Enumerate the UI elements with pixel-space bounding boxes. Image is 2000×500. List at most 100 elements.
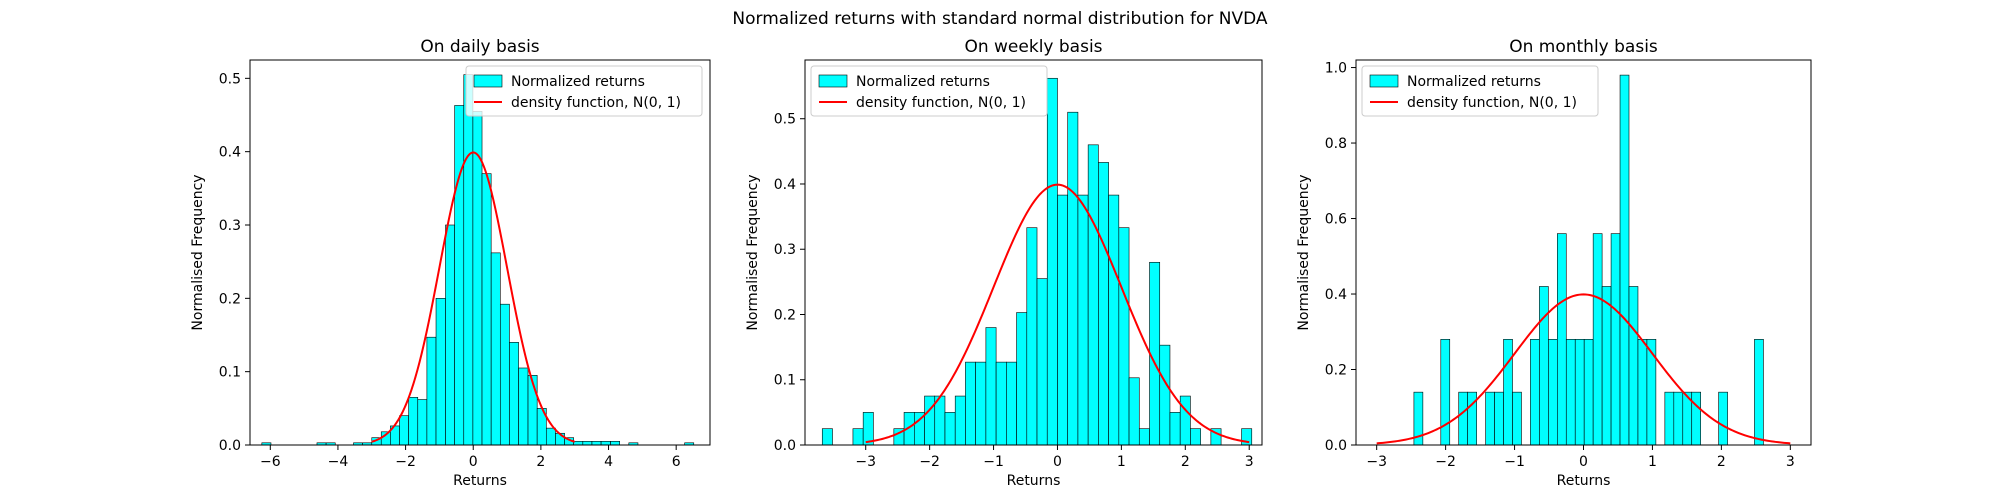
y-tick-label: 0.1 (219, 365, 241, 381)
x-tick-label: 3 (1786, 454, 1795, 470)
histogram-bar (509, 342, 519, 446)
legend: Normalized returns density function, N(0,… (810, 65, 1048, 117)
density-curve (865, 183, 1250, 444)
histogram-bar (545, 427, 556, 446)
histogram-bar (490, 252, 501, 446)
x-tick-label: 2 (1717, 454, 1726, 470)
figure-title: Normalized returns with standard normal … (732, 9, 1267, 29)
x-axis-ticks: −3 −2 −1 0 1 2 3 (855, 445, 1254, 470)
histogram-bar (1159, 344, 1171, 446)
histogram-bar (408, 397, 419, 446)
histogram-bar (481, 173, 492, 446)
histogram-bar (499, 303, 510, 446)
legend-swatch-histogram (1369, 74, 1399, 88)
legend-swatch-histogram (818, 74, 848, 88)
y-tick-label: 0.4 (1325, 287, 1347, 303)
legend-label-histogram: Normalized returns (511, 74, 645, 90)
legend-label-histogram: Normalized returns (1407, 74, 1541, 90)
histogram-bar (1026, 227, 1038, 446)
histogram-bar (1190, 428, 1201, 446)
histogram-bar (1673, 391, 1684, 446)
chart-panel-monthly: −3 −2 −1 0 1 2 3 0.0 0.2 0.4 0.6 0.8 1.0 On monthly b… (1296, 37, 1812, 489)
legend-box (810, 65, 1048, 117)
legend-box (465, 65, 703, 117)
x-tick-label: 3 (1245, 454, 1254, 470)
chart-panel-weekly: −3 −2 −1 0 1 2 3 0.0 0.1 0.2 0.3 0.4 0.5 On weekly ba… (745, 37, 1263, 489)
histogram-bar (985, 327, 997, 446)
histogram-bar (1610, 233, 1621, 446)
y-tick-label: 0.1 (774, 373, 796, 389)
histogram-bar (1485, 391, 1495, 446)
histogram-bar (582, 441, 593, 446)
histogram-bar (1440, 339, 1451, 446)
density-curve (371, 151, 575, 443)
y-tick-label: 0.5 (219, 71, 241, 87)
x-axis-label: Returns (1007, 473, 1061, 489)
y-tick-label: 0.3 (219, 218, 241, 234)
histogram-bar (1138, 428, 1150, 446)
x-tick-label: 4 (604, 454, 613, 470)
histogram-bar (1087, 144, 1099, 446)
histogram-bar (1754, 339, 1764, 446)
x-tick-label: −2 (1435, 454, 1456, 470)
histogram-bars (1413, 74, 1764, 446)
legend: Normalized returns density function, N(0,… (465, 65, 703, 117)
y-tick-label: 0.4 (774, 177, 796, 193)
y-tick-label: 1.0 (1325, 61, 1347, 77)
histogram-bar (1574, 339, 1585, 446)
legend-label-density: density function, N(0, 1) (511, 95, 681, 111)
x-axis-label: Returns (1557, 473, 1611, 489)
y-tick-label: 0.8 (1325, 136, 1347, 152)
x-tick-label: 2 (536, 454, 545, 470)
histogram-bar (1016, 312, 1028, 446)
legend-swatch-histogram (473, 74, 503, 88)
legend: Normalized returns density function, N(0,… (1361, 65, 1599, 117)
histogram-bar (924, 395, 936, 446)
chart-title-daily: On daily basis (420, 37, 539, 57)
y-tick-label: 0.3 (774, 242, 796, 258)
histogram-bar (1036, 278, 1048, 446)
histogram-bar (518, 367, 529, 446)
histogram-bar (995, 361, 1007, 446)
histogram-bar (1619, 74, 1630, 446)
histogram-bar (954, 395, 966, 446)
legend-label-density: density function, N(0, 1) (856, 95, 1026, 111)
y-axis-ticks: 0.0 0.1 0.2 0.3 0.4 0.5 (219, 71, 250, 454)
y-tick-label: 0.2 (219, 291, 241, 307)
histogram-bar (1494, 391, 1504, 446)
histogram-bar (1098, 162, 1109, 446)
histogram-bar (1583, 339, 1594, 446)
histogram-bar (1503, 339, 1513, 446)
histogram-bar (862, 412, 874, 446)
x-tick-label: 1 (1648, 454, 1657, 470)
histogram-bar (1718, 391, 1728, 446)
x-tick-label: −2 (919, 454, 940, 470)
x-tick-label: −2 (395, 454, 416, 470)
legend-label-density: density function, N(0, 1) (1407, 95, 1577, 111)
x-tick-label: 0 (469, 454, 478, 470)
y-tick-label: 0.5 (774, 112, 796, 128)
y-tick-label: 0.2 (1325, 363, 1347, 379)
x-tick-label: −3 (855, 454, 876, 470)
histogram-bar (445, 224, 455, 446)
histogram-bar (1512, 391, 1522, 446)
histogram-bar (1548, 339, 1558, 446)
histogram-bar (965, 361, 976, 446)
y-tick-label: 0.0 (1325, 438, 1347, 454)
histogram-bar (1067, 111, 1079, 446)
histogram-bar (527, 375, 538, 446)
x-tick-label: −1 (983, 454, 1004, 470)
histogram-bar (610, 441, 620, 446)
histogram-bar (1565, 339, 1576, 446)
histogram-bar (1557, 233, 1567, 446)
histogram-bar (1664, 391, 1675, 446)
x-tick-label: 2 (1181, 454, 1190, 470)
y-tick-label: 0.4 (219, 145, 241, 161)
histogram-bar (1006, 361, 1017, 446)
histogram-bar (1077, 194, 1089, 446)
axes-frame (249, 59, 711, 446)
x-tick-label: −6 (260, 454, 281, 470)
x-tick-label: 6 (672, 454, 681, 470)
histogram-bar (1628, 286, 1639, 446)
